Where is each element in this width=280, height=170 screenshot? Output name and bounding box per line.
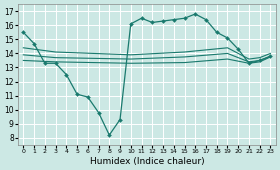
X-axis label: Humidex (Indice chaleur): Humidex (Indice chaleur) [90,157,204,166]
